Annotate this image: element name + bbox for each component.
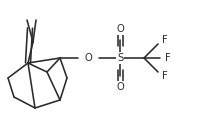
Text: F: F: [162, 35, 168, 45]
Text: F: F: [165, 53, 171, 63]
Text: O: O: [116, 24, 124, 34]
Text: O: O: [116, 82, 124, 92]
Text: F: F: [162, 71, 168, 81]
Text: S: S: [117, 53, 123, 63]
Text: O: O: [84, 53, 92, 63]
